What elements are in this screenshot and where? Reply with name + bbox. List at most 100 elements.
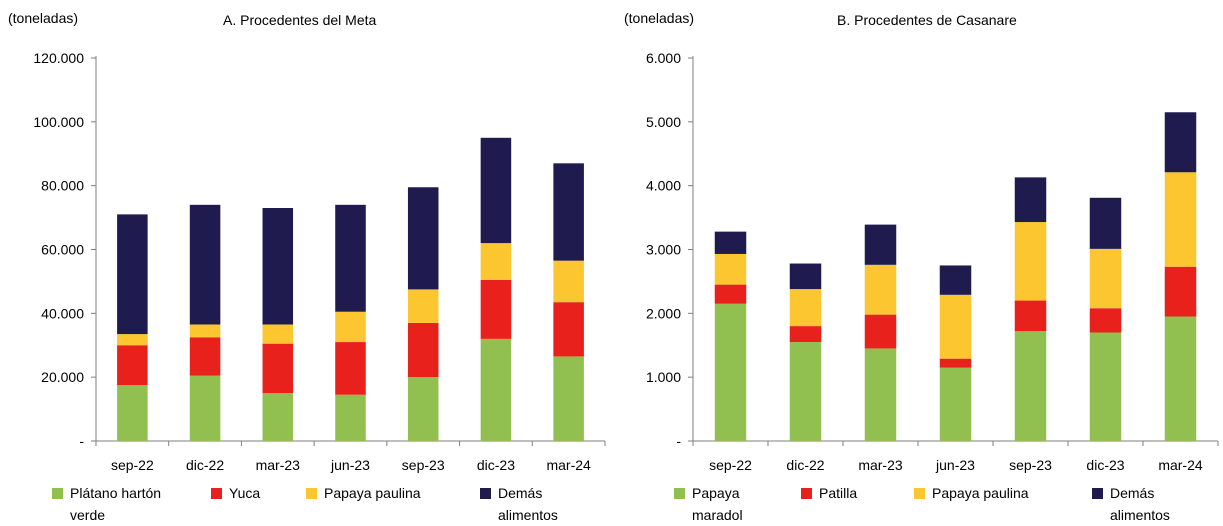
legend-swatch	[1092, 488, 1103, 499]
x-tick-label: dic-23	[1086, 457, 1124, 473]
x-tick-label: dic-22	[786, 457, 824, 473]
legend-item-demas-alimentos: Demás alimentos	[1092, 482, 1182, 526]
bar-segment	[1164, 112, 1197, 173]
x-tick-label: jun-23	[330, 457, 370, 473]
y-unit-label: (toneladas)	[8, 10, 79, 26]
bar-segment	[262, 343, 294, 394]
stacked-bar-chart-meta: - 20.000 40.000 60.000 80.000 100.000 120.000 s…	[33, 50, 606, 473]
bar-segment	[1014, 331, 1047, 441]
y-tick-label: 100.000	[33, 114, 84, 130]
legend-label: Papaya paulina	[932, 485, 1029, 501]
bar-segment	[189, 375, 221, 441]
bar-segment	[553, 163, 584, 261]
legend-swatch	[306, 488, 317, 499]
y-tick-label: 6.000	[646, 50, 681, 66]
y-tick-label: 5.000	[646, 114, 681, 130]
bar-segment	[939, 265, 972, 295]
bar-segment	[553, 260, 584, 303]
bar-segment	[1164, 316, 1197, 441]
bar-segment	[789, 289, 822, 327]
x-tick-label: mar-23	[256, 457, 301, 473]
bar-segment	[117, 214, 148, 335]
chart-panel-meta: (toneladas) A. Procedentes del Meta - 20.…	[0, 0, 612, 525]
legend-label: Papaya maradol	[692, 485, 743, 523]
bar-segment	[1164, 266, 1197, 317]
bar-segment	[714, 284, 747, 304]
x-tick-label: dic-22	[186, 457, 224, 473]
legend-label: Patilla	[819, 485, 858, 501]
bar-segment	[480, 243, 512, 280]
bar-segment	[117, 385, 148, 441]
bar-segment	[480, 338, 512, 441]
legend-item-papaya-paulina: Papaya paulina	[914, 482, 1074, 504]
bar-segment	[864, 348, 897, 441]
legend: Plátano hartón verde Yuca Papaya paulina…	[0, 482, 612, 525]
y-tick-label: -	[79, 433, 84, 449]
legend-item-papaya-maradol: Papaya maradol	[674, 482, 764, 526]
bar-segment	[407, 187, 439, 290]
bar-segment	[1089, 248, 1122, 309]
bar-segment	[1089, 308, 1122, 333]
y-tick-label: 1.000	[646, 369, 681, 385]
x-tick-label: mar-23	[858, 457, 903, 473]
legend-swatch	[914, 488, 925, 499]
legend-label: Demás alimentos	[498, 485, 558, 523]
x-tick-label: jun-23	[935, 457, 975, 473]
legend-swatch	[211, 488, 222, 499]
bar-segment	[714, 303, 747, 441]
legend-swatch	[801, 488, 812, 499]
legend-label: Demás alimentos	[1110, 485, 1170, 523]
bar-segment	[189, 337, 221, 376]
x-tick-label: mar-24	[546, 457, 591, 473]
x-tick-label: mar-24	[1158, 457, 1203, 473]
bar-segment	[189, 204, 221, 325]
x-tick-label: sep-22	[111, 457, 154, 473]
bar-segment	[789, 326, 822, 343]
bar-segment	[939, 367, 972, 441]
bar-segment	[117, 334, 148, 346]
bar-segment	[407, 289, 439, 323]
bar-segment	[1089, 197, 1122, 249]
bar-segment	[1089, 332, 1122, 441]
legend-label: Yuca	[229, 485, 261, 501]
bar-segment	[864, 264, 897, 315]
x-tick-label: sep-22	[709, 457, 752, 473]
bar-segment	[553, 302, 584, 357]
legend-swatch	[52, 488, 63, 499]
bar-segment	[335, 394, 366, 441]
y-tick-label: 80.000	[41, 178, 84, 194]
bar-segment	[407, 322, 439, 378]
chart-panel-casanare: (toneladas) B. Procedentes de Casanare -…	[612, 0, 1223, 525]
y-tick-label: 120.000	[33, 50, 84, 66]
y-tick-label: 40.000	[41, 305, 84, 321]
chart-title: B. Procedentes de Casanare	[837, 12, 1017, 28]
bar-segment	[1014, 222, 1047, 301]
y-tick-label: -	[676, 433, 681, 449]
x-tick-label: sep-23	[1009, 457, 1052, 473]
bar-segment	[1014, 177, 1047, 223]
bar-segment	[189, 324, 221, 338]
legend-label: Papaya paulina	[324, 485, 421, 501]
bar-segment	[1014, 300, 1047, 332]
bar-segment	[864, 314, 897, 349]
bar-segment	[789, 342, 822, 441]
y-tick-label: 60.000	[41, 242, 84, 258]
legend-item-demas-alimentos: Demás alimentos	[480, 482, 570, 526]
bar-segment	[939, 358, 972, 368]
bar-segment	[553, 356, 584, 441]
bar-segment	[335, 311, 366, 343]
stacked-bar-chart-casanare: - 1.000 2.000 3.000 4.000 5.000 6.000 sep-22 dic…	[646, 50, 1219, 473]
legend-item-platano: Plátano hartón verde	[52, 482, 182, 526]
y-tick-label: 20.000	[41, 369, 84, 385]
y-tick-label: 4.000	[646, 178, 681, 194]
legend-swatch	[674, 488, 685, 499]
bar-segment	[117, 345, 148, 386]
legend: Papaya maradol Patilla Papaya paulina De…	[612, 482, 1223, 525]
bar-segment	[714, 231, 747, 254]
bar-segment	[262, 208, 294, 325]
x-tick-label: dic-23	[477, 457, 515, 473]
legend-item-papaya-paulina: Papaya paulina	[306, 482, 466, 504]
bar-segment	[480, 279, 512, 339]
y-tick-label: 2.000	[646, 305, 681, 321]
bar-segment	[335, 204, 366, 312]
